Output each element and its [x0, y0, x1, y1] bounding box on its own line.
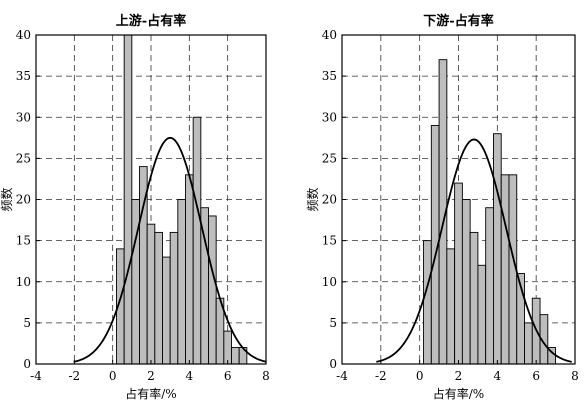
- histogram-bar: [177, 199, 186, 365]
- histogram-bar: [477, 264, 487, 365]
- histogram-bar: [192, 116, 202, 365]
- y-tick-label: 15: [322, 234, 337, 248]
- chart-title: 下游-占有率: [423, 13, 493, 29]
- y-tick-label: 30: [16, 110, 31, 124]
- normal-fit-curve: [376, 138, 572, 363]
- y-tick-label: 15: [16, 234, 31, 248]
- histogram-bar: [208, 215, 217, 365]
- x-tick-label: 8: [571, 369, 579, 383]
- histogram-bar: [461, 199, 471, 365]
- y-tick-label: 30: [322, 110, 337, 124]
- chart-title: 上游-占有率: [116, 13, 186, 29]
- histogram-bar: [469, 231, 479, 365]
- y-tick-label: 25: [16, 151, 31, 165]
- x-tick-label: -2: [375, 369, 387, 383]
- x-tick-label: 2: [455, 369, 463, 383]
- x-tick-label: -4: [30, 369, 42, 383]
- normal-fit-curve: [73, 136, 267, 363]
- y-tick-label: 5: [23, 316, 31, 330]
- histogram-bar: [423, 240, 432, 365]
- histogram-bar: [169, 231, 179, 365]
- y-tick-label: 40: [322, 28, 337, 42]
- x-tick-label: 4: [494, 369, 502, 383]
- y-tick-label: 10: [322, 275, 337, 289]
- y-tick-label: 10: [16, 275, 31, 289]
- x-tick-label: -2: [68, 369, 80, 383]
- x-tick-label: -4: [336, 369, 348, 383]
- x-axis-label: 占有率/%: [433, 386, 484, 401]
- y-axis-label: 频数: [305, 187, 320, 211]
- histogram-bar: [223, 330, 232, 365]
- histogram-bar: [446, 248, 456, 365]
- x-axis-label: 占有率/%: [125, 386, 176, 401]
- x-tick-label: 6: [224, 369, 232, 383]
- histogram-bar: [493, 133, 502, 365]
- histogram-bar: [485, 207, 494, 365]
- y-tick-label: 40: [16, 28, 31, 42]
- y-tick-label: 20: [322, 193, 337, 207]
- y-tick-label: 0: [23, 357, 31, 371]
- y-tick-label: 5: [329, 316, 337, 330]
- y-tick-label: 25: [322, 151, 337, 165]
- histogram-bar: [162, 256, 171, 365]
- histogram-bar: [123, 34, 133, 365]
- x-tick-label: 0: [416, 369, 424, 383]
- x-tick-label: 0: [109, 369, 117, 383]
- y-tick-label: 20: [16, 193, 31, 207]
- y-tick-label: 0: [329, 357, 337, 371]
- y-tick-label: 35: [322, 69, 337, 83]
- y-axis-label: 频数: [0, 187, 14, 211]
- x-tick-label: 2: [147, 369, 155, 383]
- histogram-bar: [154, 231, 163, 365]
- histogram-bar: [454, 182, 463, 365]
- histogram-bar: [231, 347, 240, 365]
- x-tick-label: 6: [532, 369, 540, 383]
- histogram-bar: [146, 223, 156, 365]
- histogram-bar: [185, 174, 194, 365]
- x-tick-label: 8: [262, 369, 270, 383]
- histogram-bar: [524, 322, 533, 365]
- y-tick-label: 35: [16, 69, 31, 83]
- histogram-bar: [500, 174, 510, 365]
- x-tick-label: 4: [186, 369, 194, 383]
